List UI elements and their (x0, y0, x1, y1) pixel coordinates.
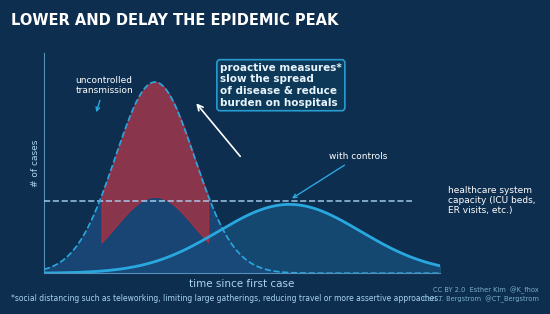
Y-axis label: # of cases: # of cases (31, 140, 40, 187)
Text: uncontrolled
transmission: uncontrolled transmission (76, 76, 134, 111)
X-axis label: time since first case: time since first case (189, 279, 295, 289)
Text: proactive measures*
slow the spread
of disease & reduce
burden on hospitals: proactive measures* slow the spread of d… (220, 63, 342, 108)
Text: *social distancing such as teleworking, limiting large gatherings, reducing trav: *social distancing such as teleworking, … (11, 294, 441, 303)
Text: CC BY 2.0  Esther Kim  @K_fhox
Carl T. Bergstrom  @CT_Bergstrom: CC BY 2.0 Esther Kim @K_fhox Carl T. Ber… (423, 287, 539, 303)
Text: LOWER AND DELAY THE EPIDEMIC PEAK: LOWER AND DELAY THE EPIDEMIC PEAK (11, 13, 338, 28)
Text: with controls: with controls (293, 152, 388, 198)
Text: healthcare system
capacity (ICU beds,
ER visits, etc.): healthcare system capacity (ICU beds, ER… (448, 186, 535, 215)
